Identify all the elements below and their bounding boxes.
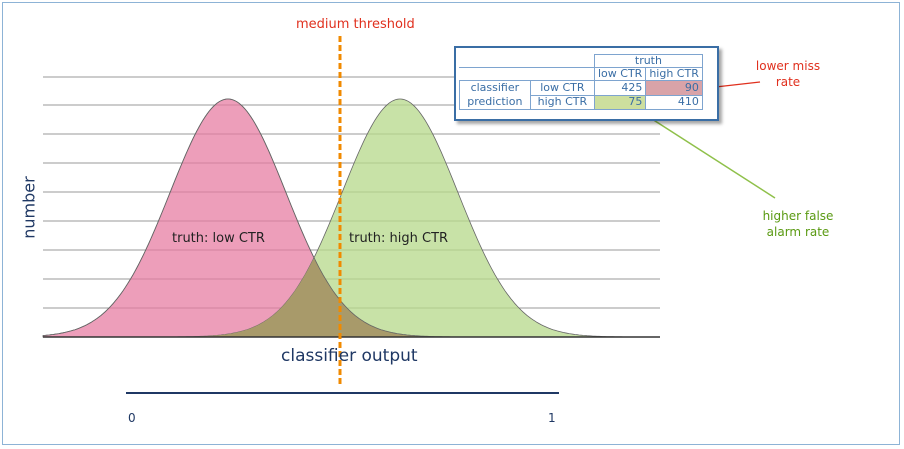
high-ctr-label: truth: high CTR	[349, 231, 449, 246]
cell-true-positive: 410	[645, 94, 703, 110]
corner-cell	[459, 54, 595, 68]
column-header: low CTR	[593, 67, 647, 81]
cell-false-alarm: 75	[593, 94, 647, 110]
miss-annotation-line2: rate	[775, 75, 801, 89]
overlap-region	[43, 259, 660, 337]
cell-miss: 90	[645, 80, 703, 96]
false-alarm-pointer	[637, 109, 776, 199]
fa-annotation-line1: higher false	[762, 209, 834, 223]
miss-annotation-line1: lower miss	[755, 59, 821, 73]
column-header: high CTR	[645, 67, 703, 81]
y-axis-label: number	[19, 176, 39, 239]
row-group-header: classifier prediction	[459, 80, 531, 110]
miss-rate-annotation: lower miss rate	[750, 58, 826, 90]
confusion-matrix: truth low CTR high CTR classifier predic…	[454, 46, 719, 121]
row-header: high CTR	[529, 94, 596, 110]
row-group-line2: prediction	[467, 95, 523, 108]
column-group-header: truth	[594, 54, 703, 68]
corner-cell	[459, 67, 595, 81]
row-group-line1: classifier	[470, 81, 520, 94]
confusion-matrix-table: truth low CTR high CTR classifier predic…	[459, 54, 703, 110]
cell-true-negative: 425	[593, 80, 647, 96]
row-header: low CTR	[529, 80, 596, 96]
fa-annotation-line2: alarm rate	[766, 225, 830, 239]
x-axis-label: classifier output	[281, 346, 418, 366]
scale-min-label: 0	[128, 411, 136, 425]
threshold-label: medium threshold	[296, 17, 415, 32]
scale-max-label: 1	[548, 411, 556, 425]
false-alarm-annotation: higher false alarm rate	[752, 208, 844, 240]
low-ctr-label: truth: low CTR	[172, 231, 265, 246]
